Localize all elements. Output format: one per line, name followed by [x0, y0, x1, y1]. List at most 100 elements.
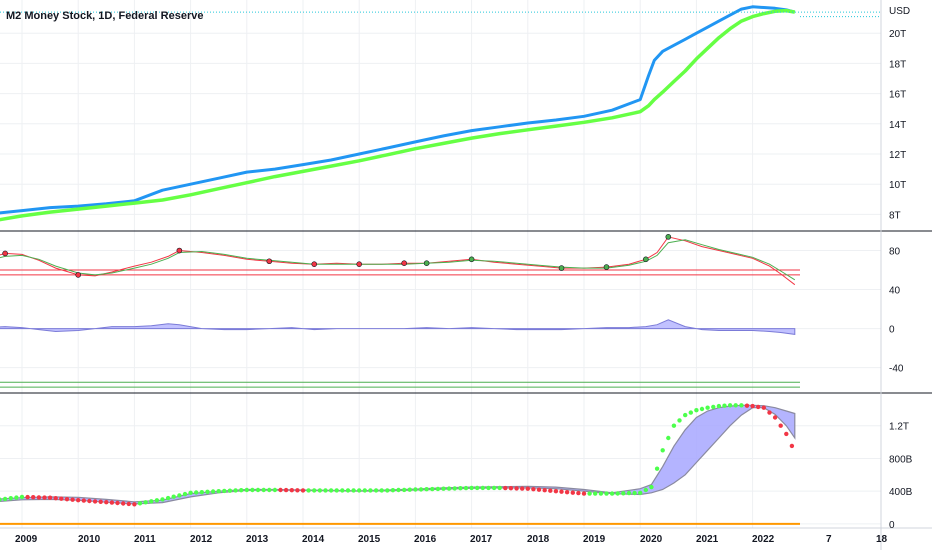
- band-dot: [548, 488, 553, 493]
- band-dot: [188, 490, 193, 495]
- time-tick-label: 2015: [358, 534, 381, 545]
- slow-line: [0, 239, 796, 281]
- band-dot: [132, 502, 137, 507]
- time-tick-label: 2020: [640, 534, 663, 545]
- cross-marker: [468, 256, 475, 263]
- band-dot: [59, 496, 64, 501]
- band-dot: [778, 423, 783, 428]
- price-currency-label[interactable]: USD: [889, 6, 910, 17]
- band-tick-label: 400B: [889, 487, 913, 498]
- band-dot: [649, 484, 654, 490]
- band-dot: [452, 486, 457, 491]
- band-dot: [632, 490, 637, 496]
- band-dot: [81, 498, 87, 503]
- band-scale[interactable]: 1.2T 800B 400B 0: [889, 422, 913, 531]
- band-dot: [47, 495, 53, 500]
- band-dot: [413, 487, 418, 492]
- band-dot: [239, 488, 244, 493]
- time-tick-label: 2016: [414, 534, 437, 545]
- band-dot: [727, 403, 733, 408]
- price-tick-label: 8T: [889, 210, 901, 221]
- band-dot: [407, 487, 412, 492]
- band-dot: [8, 496, 13, 501]
- band-dot: [222, 488, 227, 494]
- oscillator-scale[interactable]: 80 40 0 -40: [889, 247, 904, 375]
- band-dot: [227, 488, 233, 493]
- band-dot: [2, 496, 8, 502]
- oscillator-tick-label: 0: [889, 325, 895, 336]
- band-dot: [250, 487, 255, 493]
- cross-marker: [643, 256, 649, 263]
- band-dot: [210, 489, 216, 494]
- oscillator-tick-label: 80: [889, 247, 901, 258]
- price-tick-label: 20T: [889, 29, 906, 40]
- band-dot: [14, 495, 19, 500]
- band-dot: [772, 415, 778, 420]
- band-dot: [643, 487, 648, 493]
- band-dot: [126, 501, 131, 507]
- band-dot: [92, 499, 98, 504]
- band-dot: [267, 487, 272, 493]
- band-dot: [525, 486, 530, 491]
- band-dot: [328, 488, 334, 493]
- band-dot: [480, 485, 485, 491]
- band-dot: [317, 488, 323, 493]
- band-dot: [694, 408, 699, 413]
- band-dot: [424, 487, 429, 492]
- band-dot: [149, 499, 154, 504]
- band-dot: [199, 490, 204, 495]
- band-dot: [109, 500, 115, 505]
- band-dot: [609, 491, 615, 496]
- cross-marker: [176, 247, 183, 254]
- band-dot: [666, 435, 671, 441]
- price-scale[interactable]: 20T 18T 16T 14T 12T 10T 8T: [889, 29, 906, 221]
- band-dot: [272, 487, 278, 493]
- band-dot: [278, 487, 283, 493]
- cross-marker: [2, 250, 8, 257]
- band-dot: [104, 500, 109, 505]
- series-layer: [0, 5, 881, 525]
- band-dot: [750, 403, 755, 409]
- band-dot: [194, 490, 199, 495]
- band-dot: [283, 487, 289, 493]
- band-dot: [503, 485, 508, 491]
- band-dot: [441, 486, 446, 491]
- cross-marker: [423, 260, 430, 267]
- band-dot: [446, 486, 452, 491]
- band-dot: [295, 488, 300, 493]
- band-dot: [87, 498, 92, 504]
- time-tick-label: 7: [826, 534, 832, 545]
- band-dot: [638, 490, 643, 495]
- band-dot: [559, 489, 564, 494]
- band-dot: [784, 431, 789, 437]
- band-dot: [64, 497, 70, 502]
- price-tick-label: 18T: [889, 59, 906, 70]
- band-dot: [385, 488, 390, 493]
- band-dot: [143, 500, 148, 505]
- band-dot: [536, 487, 542, 492]
- band-dot: [671, 423, 677, 428]
- band-dot: [531, 487, 536, 492]
- band-dot: [171, 494, 176, 499]
- band-dot: [70, 497, 75, 502]
- band-dot: [604, 491, 609, 496]
- band-dot: [722, 403, 727, 408]
- time-tick-label: 2011: [134, 534, 156, 545]
- band-dot: [402, 487, 407, 493]
- band-dot: [491, 485, 497, 491]
- band-dot: [458, 486, 463, 491]
- cross-marker: [311, 261, 318, 267]
- ma-series-line: [0, 8, 796, 222]
- band-dot: [430, 486, 435, 492]
- band-dot: [677, 418, 682, 423]
- band-dot: [362, 488, 367, 493]
- band-dot: [587, 491, 592, 496]
- histogram-area: [0, 319, 796, 335]
- band-dot: [351, 488, 356, 493]
- time-scale[interactable]: 2009 2010 2011 2012 2013 2014 2015 2016 2017 2018…: [15, 534, 888, 545]
- band-dot: [497, 485, 502, 491]
- band-dot: [31, 495, 36, 500]
- time-tick-label: 2018: [527, 534, 550, 545]
- band-dot: [756, 404, 761, 410]
